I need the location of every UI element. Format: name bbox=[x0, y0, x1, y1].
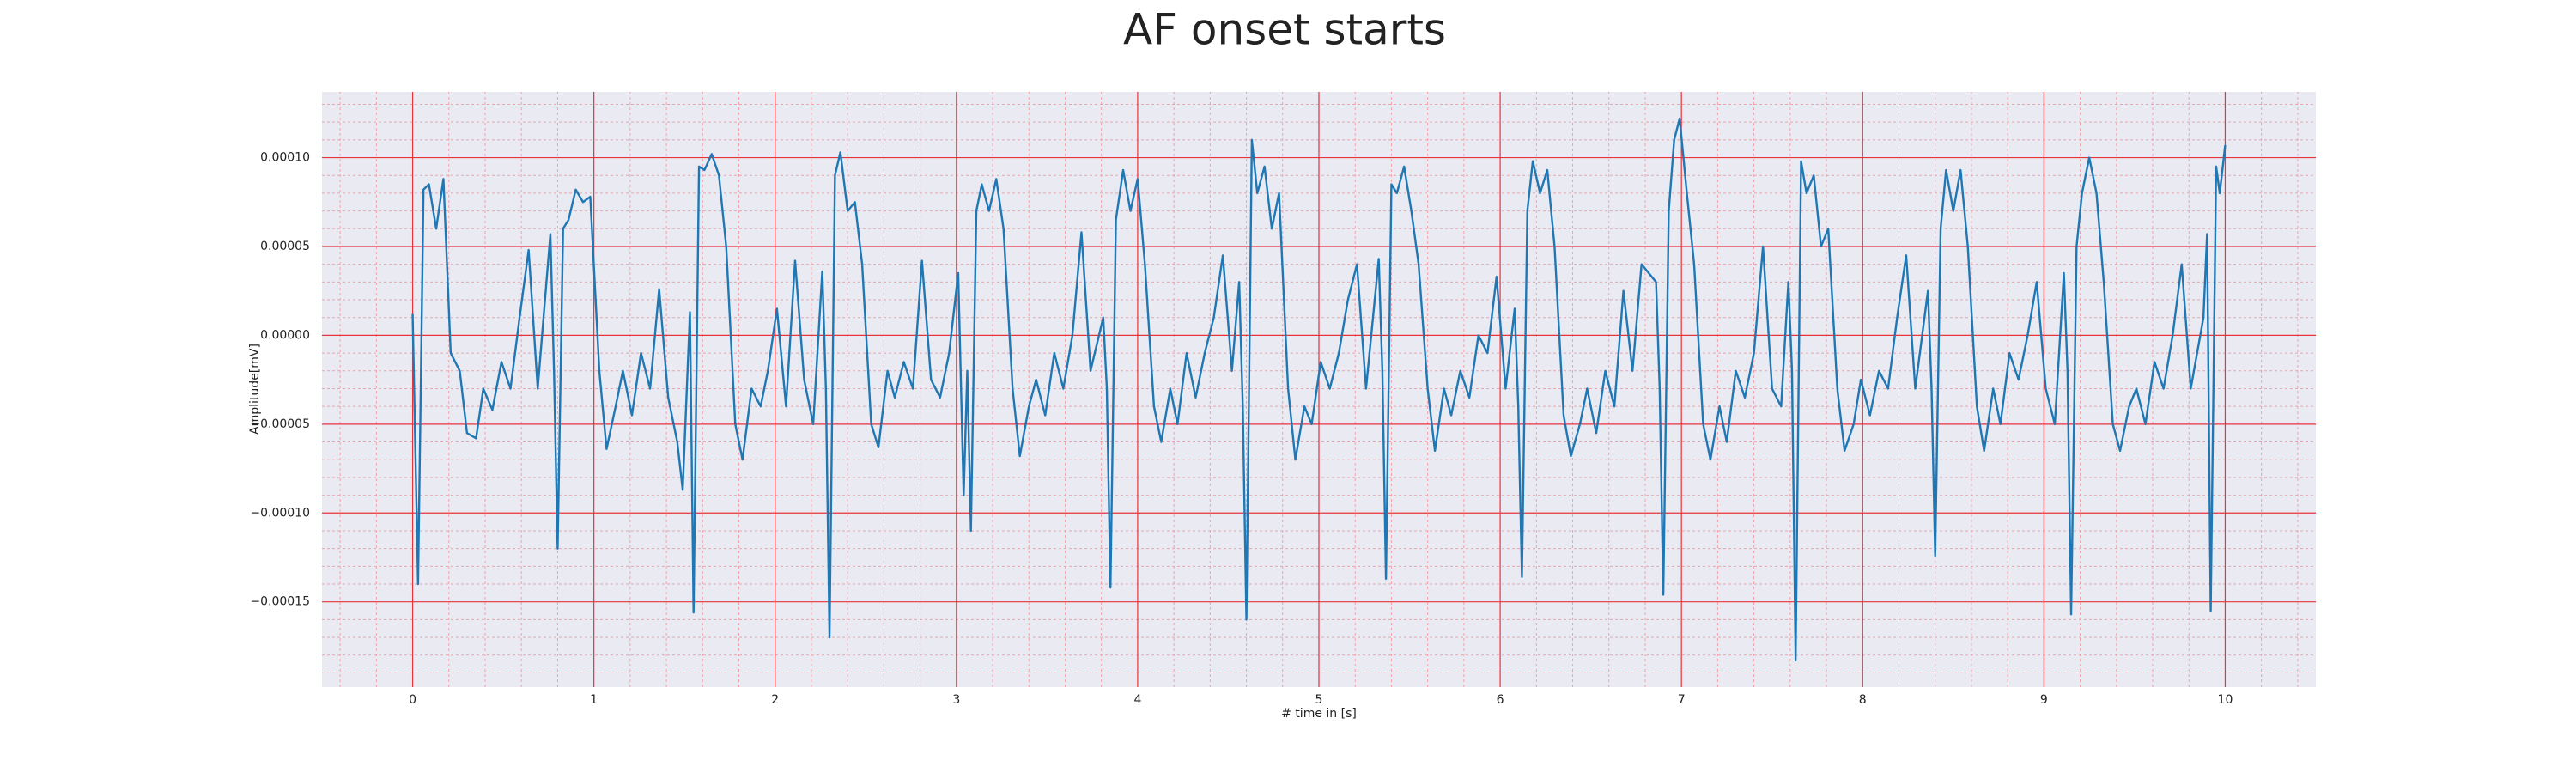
y-tick-label: 0.00000 bbox=[260, 328, 310, 342]
x-tick-label: 6 bbox=[1497, 693, 1504, 707]
x-tick-label: 0 bbox=[409, 693, 416, 707]
x-tick-label: 3 bbox=[952, 693, 960, 707]
y-axis-label: Amplitude[mV] bbox=[248, 344, 262, 435]
y-tick-label: 0.00010 bbox=[260, 151, 310, 165]
y-tick-label: 0.00005 bbox=[260, 240, 310, 253]
x-tick-label: 8 bbox=[1859, 693, 1867, 707]
x-axis-label: # time in [s] bbox=[1281, 707, 1357, 721]
y-tick-label: −0.00015 bbox=[250, 595, 310, 609]
y-tick-label: −0.00010 bbox=[250, 506, 310, 520]
x-tick-label: 2 bbox=[771, 693, 779, 707]
signal-line bbox=[411, 117, 2227, 662]
x-tick-label: 1 bbox=[590, 693, 598, 707]
x-tick-label: 9 bbox=[2040, 693, 2048, 707]
y-tick-label: −0.00005 bbox=[250, 417, 310, 431]
x-tick-label: 10 bbox=[2218, 693, 2233, 707]
chart-title: AF onset starts bbox=[1123, 5, 1446, 55]
x-tick-label: 7 bbox=[1678, 693, 1686, 707]
x-tick-label: 4 bbox=[1133, 693, 1141, 707]
x-tick-label: 5 bbox=[1315, 693, 1323, 707]
